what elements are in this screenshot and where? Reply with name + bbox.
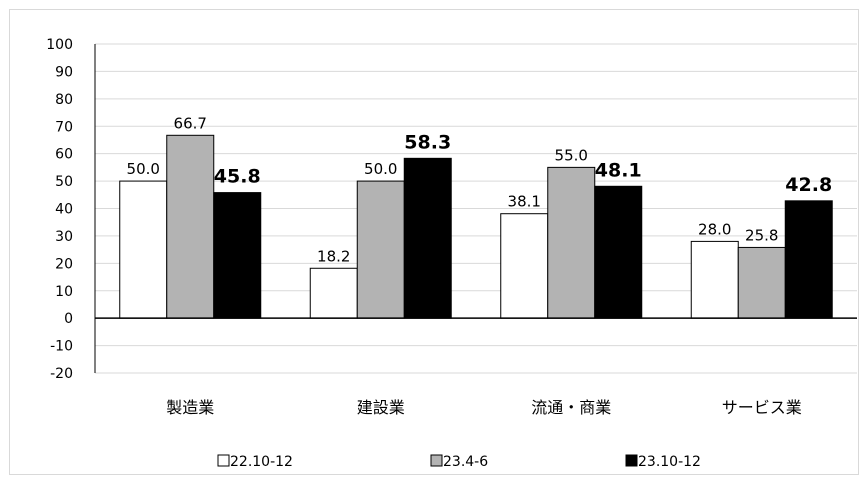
data-label: 42.8 xyxy=(785,174,832,196)
y-tick-label: 80 xyxy=(55,92,73,108)
y-tick-label: -20 xyxy=(50,366,73,382)
y-tick-label: 90 xyxy=(55,64,73,80)
data-label: 18.2 xyxy=(317,247,350,265)
bar xyxy=(356,180,405,319)
category-label: 流通・商業 xyxy=(531,398,611,417)
chart-frame xyxy=(9,9,859,475)
y-tick-label: 10 xyxy=(55,284,73,300)
y-tick-label: 70 xyxy=(55,119,73,135)
category-label: サービス業 xyxy=(722,398,802,417)
y-tick-label: 20 xyxy=(55,256,73,272)
data-label: 50.0 xyxy=(127,160,160,178)
bar xyxy=(784,200,833,319)
bar xyxy=(213,192,262,319)
y-tick-label: -10 xyxy=(50,339,73,355)
data-label: 38.1 xyxy=(508,193,541,211)
legend-swatch xyxy=(625,454,638,467)
y-tick-label: 30 xyxy=(55,229,73,245)
y-tick-label: 100 xyxy=(46,37,73,53)
category-label: 製造業 xyxy=(166,398,214,417)
bar xyxy=(500,213,549,319)
bar xyxy=(166,134,215,319)
bar xyxy=(403,157,452,319)
data-label: 48.1 xyxy=(595,159,642,181)
data-label: 45.8 xyxy=(214,166,261,188)
legend-swatch xyxy=(430,454,443,467)
data-label: 50.0 xyxy=(364,160,397,178)
category-label: 建設業 xyxy=(357,398,405,417)
data-label: 58.3 xyxy=(404,131,451,153)
data-label: 25.8 xyxy=(745,226,778,244)
legend-label: 23.4-6 xyxy=(443,454,488,470)
legend-swatch xyxy=(217,454,230,467)
bar xyxy=(737,246,786,319)
bar xyxy=(547,166,596,319)
data-label: 66.7 xyxy=(174,114,207,132)
y-tick-label: 0 xyxy=(64,311,73,327)
y-tick-label: 50 xyxy=(55,174,73,190)
bar xyxy=(119,180,168,319)
data-label: 28.0 xyxy=(698,220,731,238)
legend-label: 23.10-12 xyxy=(638,454,701,470)
y-tick-label: 60 xyxy=(55,147,73,163)
bar xyxy=(594,185,643,319)
y-tick-label: 40 xyxy=(55,202,73,218)
bar xyxy=(309,267,358,319)
data-label: 55.0 xyxy=(555,146,588,164)
bar xyxy=(690,240,739,319)
legend-label: 22.10-12 xyxy=(230,454,293,470)
